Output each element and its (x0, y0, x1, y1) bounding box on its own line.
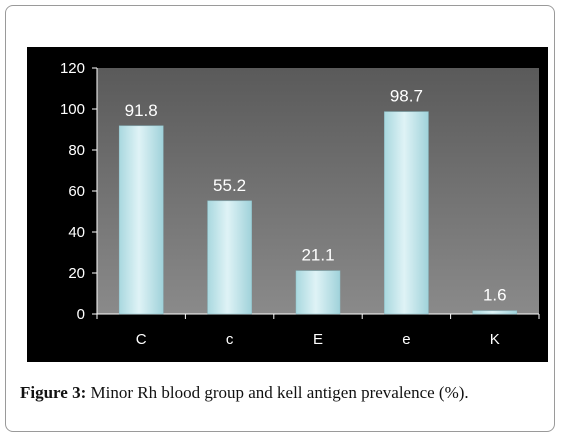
x-tick-label: e (402, 331, 410, 348)
data-label: 91.8 (125, 101, 158, 120)
x-tick-label: c (226, 331, 234, 348)
bar-e (384, 111, 429, 315)
bar-C (118, 125, 164, 315)
y-tick-label: 20 (68, 265, 85, 282)
y-tick-label: 80 (68, 142, 85, 159)
x-tick-label: K (490, 331, 500, 348)
figure-caption: Figure 3: Minor Rh blood group and kell … (20, 383, 560, 403)
data-label: 1.6 (483, 286, 507, 305)
bar-K (472, 310, 518, 315)
y-tick-label: 60 (68, 183, 85, 200)
figure-frame: 0 20 40 60 80 100 120 91.8 C 55.2 c 21.1 E 98.7 e 1.6 K… (5, 5, 555, 432)
caption-label: Figure 3: (20, 383, 87, 402)
y-tick-label: 40 (68, 224, 85, 241)
bar-c (207, 200, 252, 315)
data-label: 21.1 (301, 246, 334, 265)
data-label: 55.2 (213, 176, 246, 195)
x-tick-label: E (313, 331, 323, 348)
y-tick-label: 100 (60, 101, 85, 118)
caption-text: Minor Rh blood group and kell antigen pr… (90, 383, 469, 402)
y-tick-label: 0 (77, 306, 85, 323)
data-label: 98.7 (390, 87, 423, 106)
bar-chart: 0 20 40 60 80 100 120 91.8 C 55.2 c 21.1 E 98.7 e 1.6 K (60, 60, 540, 348)
chart-area: 0 20 40 60 80 100 120 91.8 C 55.2 c 21.1 E 98.7 e 1.6 K (27, 47, 548, 362)
bar-E (295, 270, 341, 315)
y-tick-label: 120 (60, 60, 85, 77)
x-tick-label: C (136, 331, 147, 348)
